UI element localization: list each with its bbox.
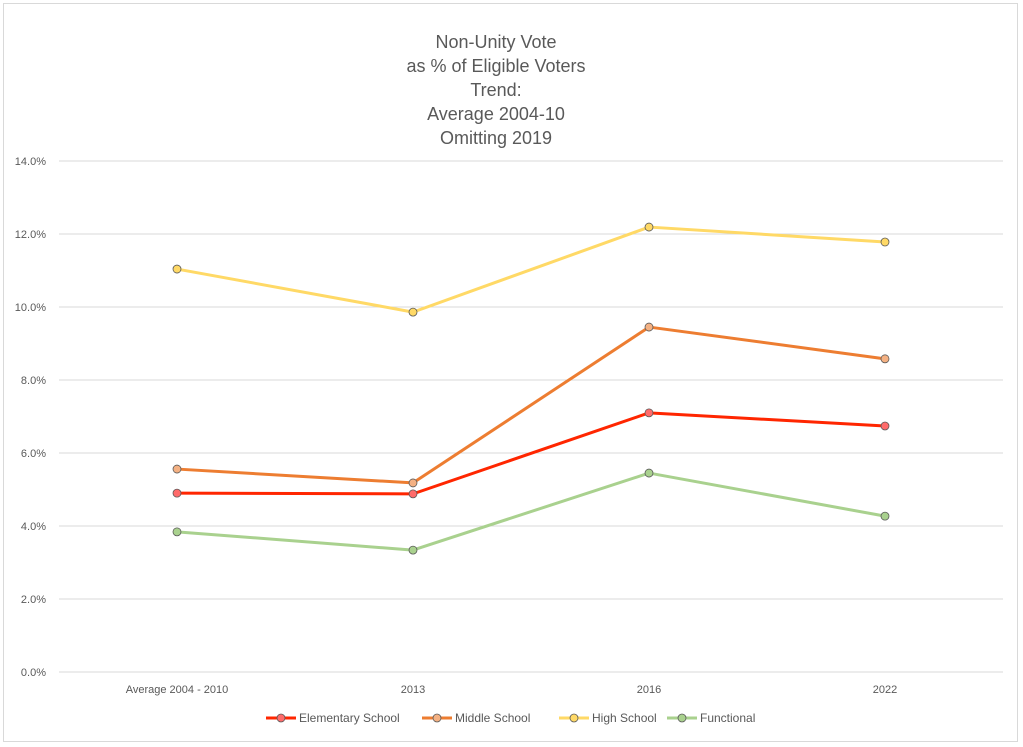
chart-title-line: as % of Eligible Voters <box>406 56 585 76</box>
data-point <box>880 237 890 247</box>
series-line <box>176 325 886 485</box>
data-point <box>880 354 890 364</box>
data-point <box>880 511 890 521</box>
y-tick-label: 10.0% <box>15 302 46 314</box>
data-point <box>408 489 418 499</box>
legend-swatch-marker <box>276 713 286 723</box>
legend-label: High School <box>592 711 657 725</box>
x-tick-label: Average 2004 - 2010 <box>126 684 229 696</box>
chart-title-line: Non-Unity Vote <box>435 32 556 52</box>
data-point <box>644 322 654 332</box>
data-point <box>172 527 182 537</box>
legend-swatch-marker <box>677 713 687 723</box>
data-point <box>172 488 182 498</box>
chart-title-line: Trend: <box>470 80 521 100</box>
chart-frame <box>3 3 1018 742</box>
chart-title-line: Omitting 2019 <box>440 128 552 148</box>
legend-label: Middle School <box>455 711 530 725</box>
data-point <box>644 408 654 418</box>
data-point <box>408 478 418 488</box>
legend-label: Functional <box>700 711 755 725</box>
y-tick-label: 14.0% <box>15 156 46 168</box>
x-tick-label: 2013 <box>401 684 425 696</box>
legend-swatch-marker <box>569 713 579 723</box>
y-tick-label: 6.0% <box>21 448 46 460</box>
chart-title-line: Average 2004-10 <box>427 104 565 124</box>
y-tick-label: 0.0% <box>21 667 46 679</box>
data-point <box>172 264 182 274</box>
series-line <box>176 411 886 496</box>
legend-label: Elementary School <box>299 711 400 725</box>
x-tick-label: 2022 <box>873 684 897 696</box>
x-tick-label: 2016 <box>637 684 661 696</box>
legend-swatch-marker <box>432 713 442 723</box>
y-tick-label: 2.0% <box>21 594 46 606</box>
series-line <box>176 471 886 552</box>
y-tick-label: 4.0% <box>21 521 46 533</box>
data-point <box>408 307 418 317</box>
data-point <box>644 468 654 478</box>
data-point <box>880 421 890 431</box>
data-point <box>172 464 182 474</box>
data-point <box>644 222 654 232</box>
data-point <box>408 545 418 555</box>
y-tick-label: 12.0% <box>15 229 46 241</box>
series-line <box>176 225 886 314</box>
y-tick-label: 8.0% <box>21 375 46 387</box>
